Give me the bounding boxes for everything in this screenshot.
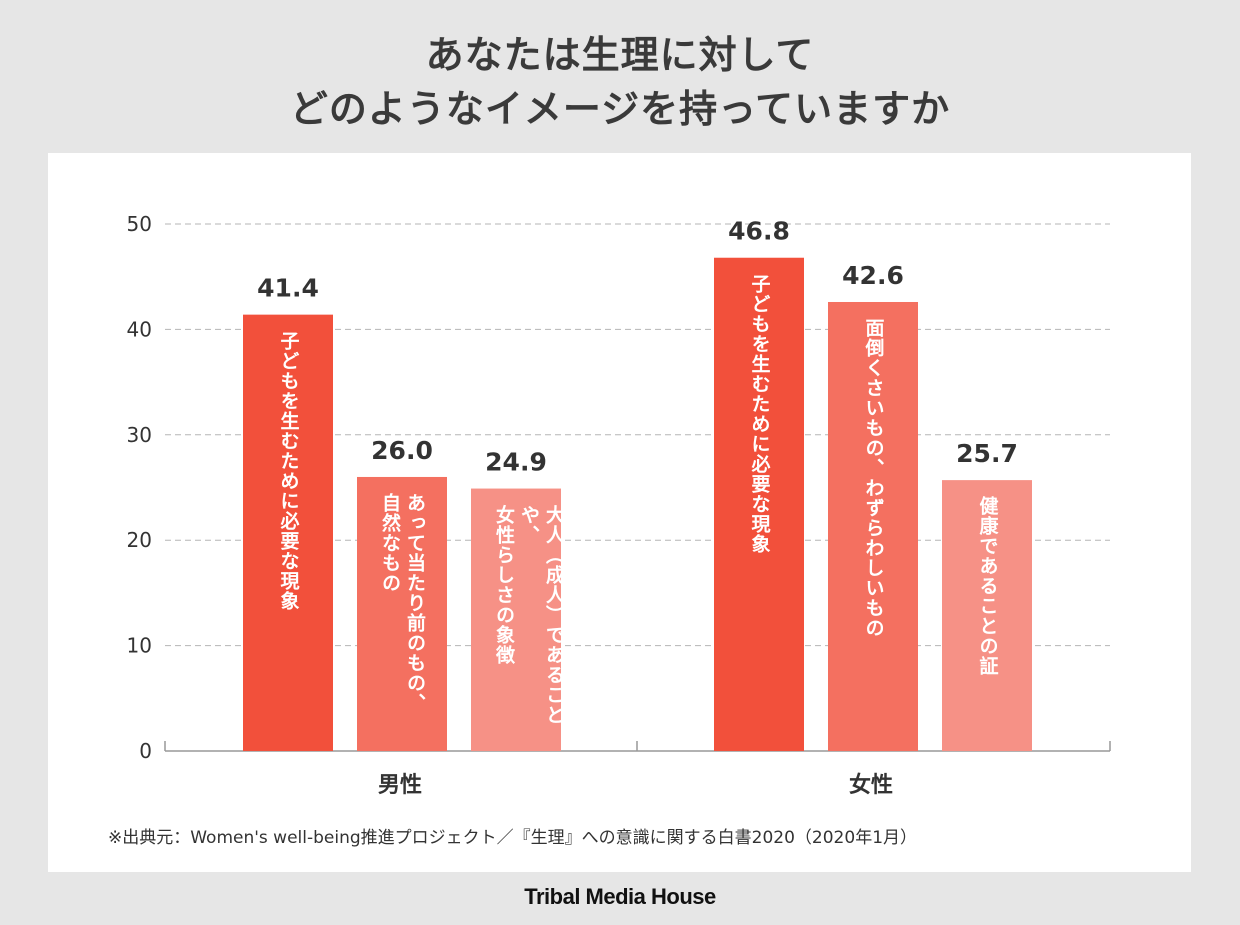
- bar-0-0: [243, 314, 333, 751]
- chart-title-line-1: あなたは生理に対して: [425, 33, 815, 77]
- brand-logo: Tribal Media House: [524, 884, 716, 909]
- bar-1-1: [828, 301, 918, 751]
- bar-1-0: [714, 257, 804, 751]
- category-label-1: 女性: [849, 772, 893, 798]
- value-label-1-1: 42.6: [842, 261, 904, 290]
- chart-title: あなたは生理に対して どのようなイメージを持っていますか: [0, 28, 1240, 136]
- y-tick-label-30: 30: [127, 423, 152, 447]
- bar-1-2: [942, 480, 1032, 751]
- bar-label-1-2: 健康であることの証: [976, 496, 999, 677]
- value-label-1-0: 46.8: [728, 217, 790, 246]
- y-tick-label-0: 0: [139, 739, 152, 763]
- bar-label-0-1: あって当たり前のもの、 自然なもの: [379, 492, 426, 713]
- bar-label-1-1: 面倒くさいもの、わずらわしいもの: [862, 317, 885, 638]
- y-tick-label-10: 10: [127, 634, 152, 658]
- value-label-0-1: 26.0: [371, 436, 433, 465]
- bar-0-2: [471, 488, 561, 751]
- bar-label-1-0: 子どもを生むために必要な現象: [748, 273, 771, 554]
- value-label-0-2: 24.9: [485, 448, 547, 477]
- bar-0-1: [357, 476, 447, 751]
- y-tick-label-50: 50: [127, 212, 152, 236]
- bar-label-0-0: 子どもを生むために必要な現象: [277, 330, 300, 611]
- y-tick-label-20: 20: [127, 528, 152, 552]
- chart-title-line-2: どのようなイメージを持っていますか: [289, 87, 951, 131]
- category-label-0: 男性: [378, 773, 422, 798]
- source-note: ※出典元：Women's well-being推進プロジェクト／『生理』への意識…: [108, 828, 918, 848]
- value-label-0-0: 41.4: [257, 274, 319, 303]
- y-tick-label-40: 40: [127, 317, 152, 341]
- value-label-1-2: 25.7: [956, 439, 1018, 468]
- bar-label-0-2: 大人︵成人︶であることや、 女性らしさの象徴: [493, 504, 565, 725]
